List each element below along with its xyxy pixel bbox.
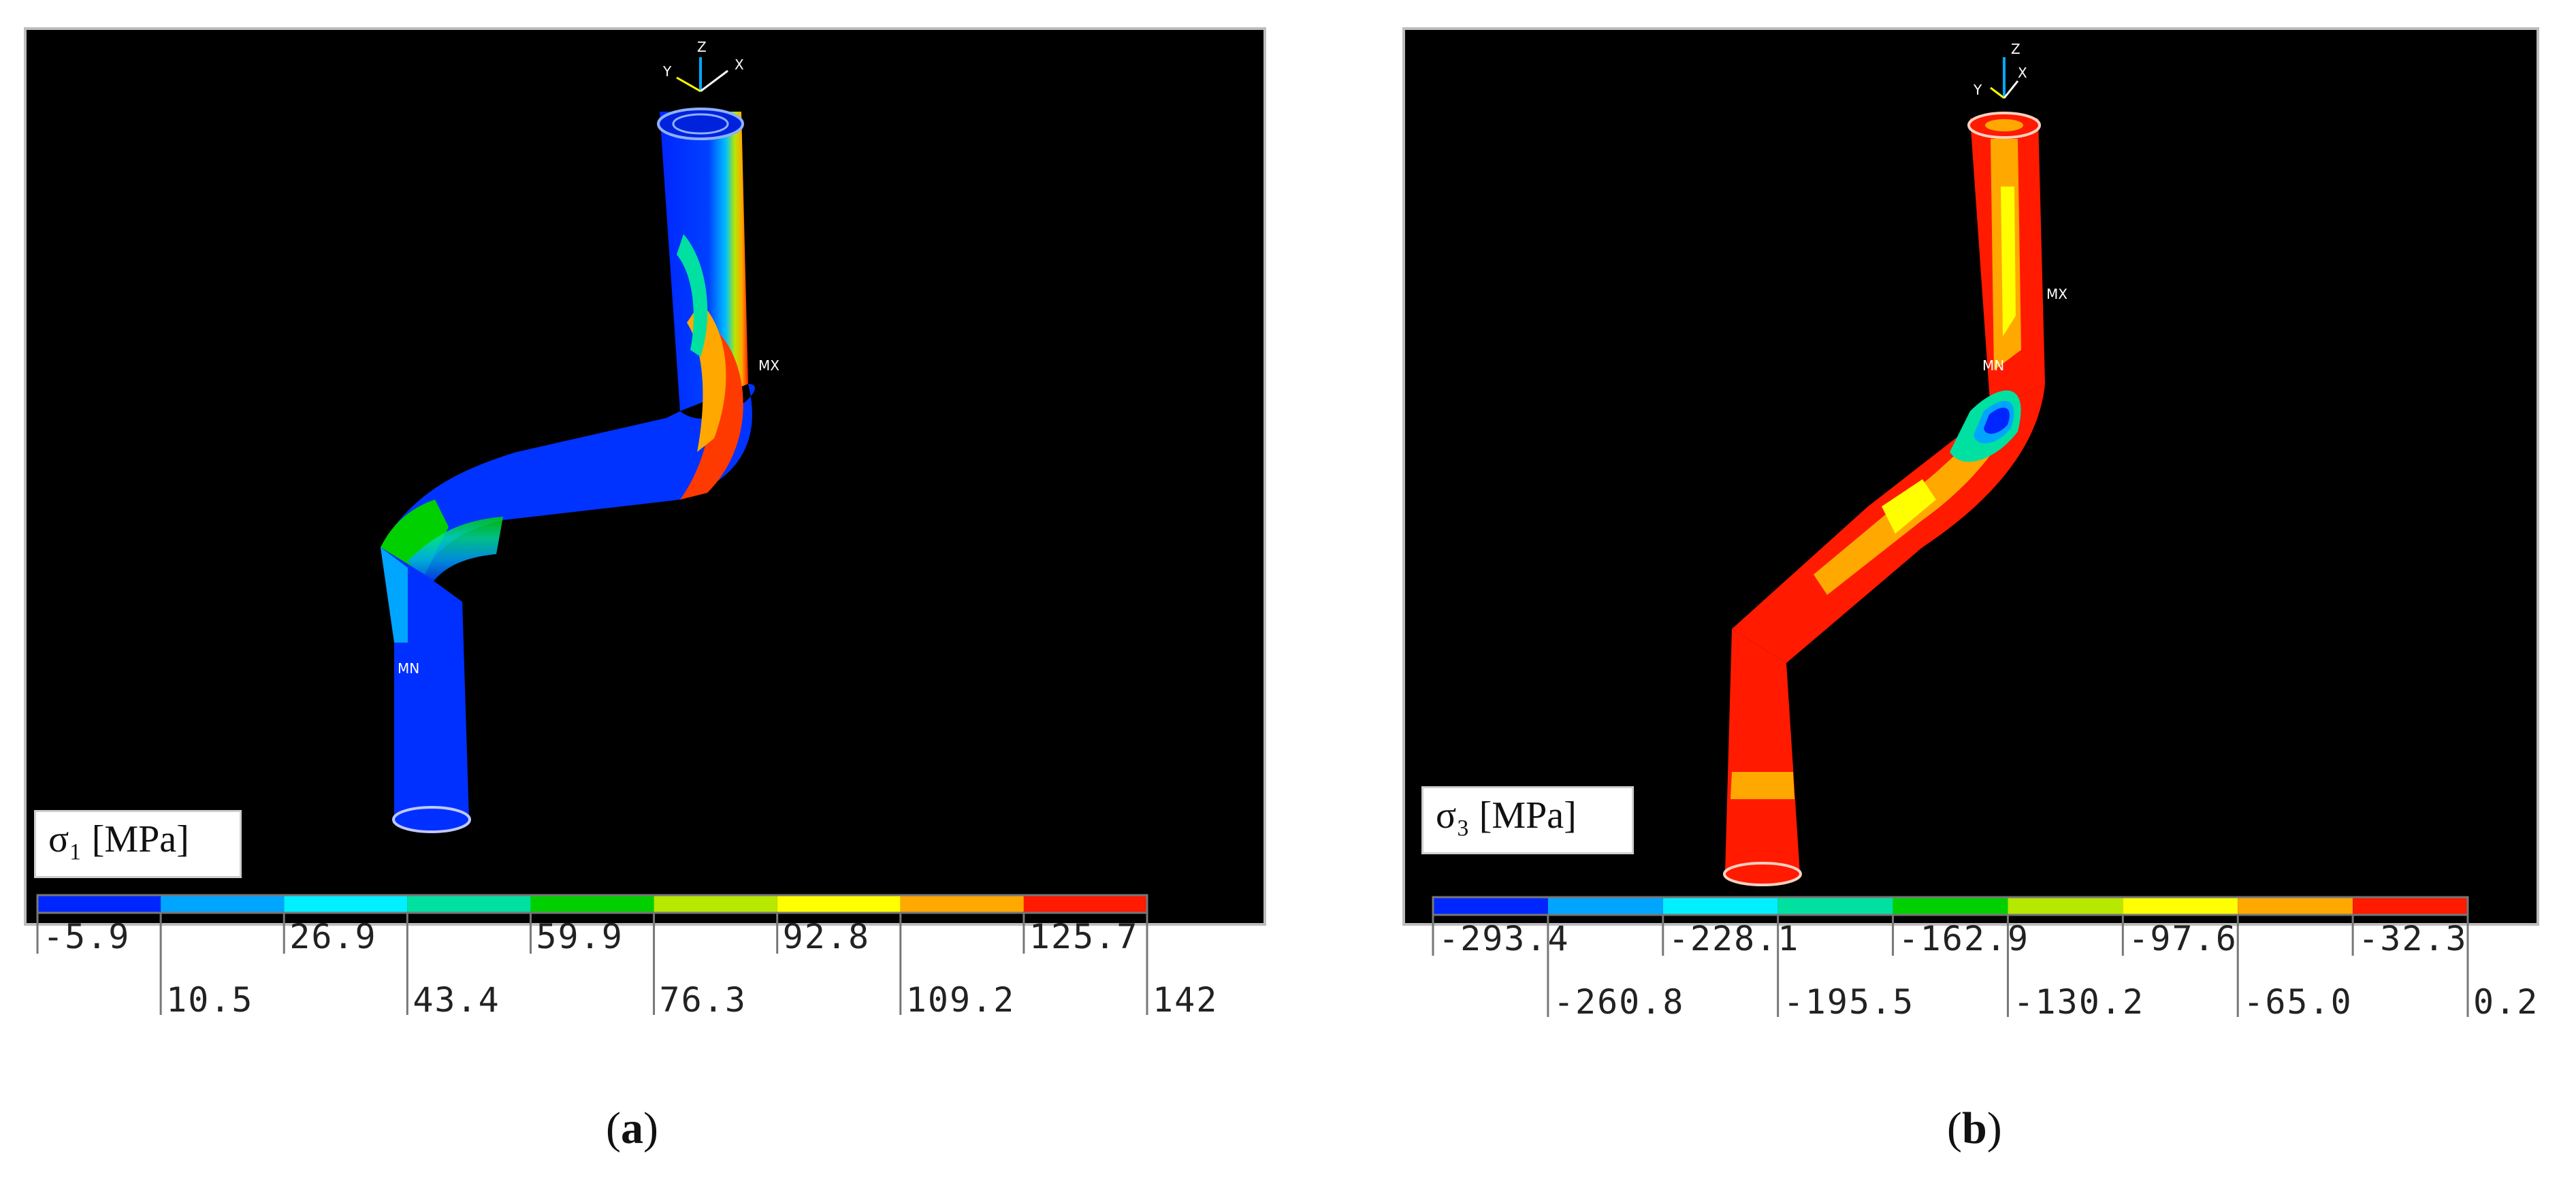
scale-frame (1432, 896, 2469, 916)
min-marker-b: MN (1982, 357, 2004, 374)
axis-triad-a: Y Z X (662, 39, 744, 93)
scale-tick-label: 59.9 (536, 917, 623, 956)
scale-tick-label: 92.8 (783, 917, 870, 956)
scale-tick-label: -162.9 (1899, 919, 2030, 958)
scale-band-3 (1777, 897, 1893, 915)
scale-tick-label: -260.8 (1553, 982, 1685, 1022)
scale-band-4 (1893, 897, 2008, 915)
pipe-top-end (657, 108, 744, 140)
scale-band-1 (1547, 897, 1663, 915)
pipe-bottom-end (1723, 862, 1802, 886)
pipe-stress-plot-b: Y Z X MX MN (1723, 41, 2067, 886)
legend-title-a: σ₁ [MPa] (34, 810, 242, 878)
scale-tick-label: 0.2 (2473, 982, 2539, 1022)
scale-tick-label: 43.4 (413, 980, 500, 1020)
scale-band-6 (2123, 897, 2238, 915)
legend-title-b: σ₃ [MPa] (1421, 786, 1634, 854)
svg-text:X: X (735, 56, 744, 73)
scale-band-5 (654, 895, 777, 913)
scale-tick-label: -32.3 (2358, 919, 2468, 958)
scale-tick-label: 10.5 (166, 980, 253, 1020)
min-marker-a: MN (398, 660, 419, 677)
caption-a: (a) (606, 1103, 658, 1153)
pipe-bottom-end (392, 806, 471, 833)
scale-tick-label: -65.0 (2243, 982, 2353, 1022)
scale-tick-label: -195.5 (1784, 982, 1915, 1022)
scale-tick-label: -228.1 (1669, 919, 1800, 958)
pipe-upper-segment (660, 112, 748, 411)
scale-band-0 (1433, 897, 1548, 915)
svg-text:Z: Z (2011, 41, 2020, 57)
scale-tick-label: 125.7 (1029, 917, 1139, 956)
fea-viewport-a: Y Z X MX MN (24, 27, 1266, 926)
svg-text:Y: Y (662, 63, 672, 80)
scale-tick-label: 109.2 (906, 980, 1016, 1020)
scale-band-0 (37, 895, 161, 913)
scale-band-5 (2008, 897, 2123, 915)
max-marker-b: MX (2046, 286, 2067, 302)
scale-band-2 (284, 895, 408, 913)
scale-band-7 (900, 895, 1024, 913)
scale-band-8 (2353, 897, 2468, 915)
axis-triad-b: Y Z X (1973, 41, 2027, 99)
fea-viewport-b: Y Z X MX MN (1402, 27, 2539, 926)
scale-tick-label: -293.4 (1438, 919, 1570, 958)
scale-band-3 (407, 895, 531, 913)
scale-band-7 (2238, 897, 2353, 915)
scale-band-4 (530, 895, 654, 913)
scale-band-8 (1023, 895, 1147, 913)
scale-tick-label: -5.9 (43, 917, 130, 956)
scale-tick-label: 142 (1153, 980, 1218, 1020)
svg-text:Z: Z (697, 39, 707, 55)
scale-tick-label: 26.9 (289, 917, 376, 956)
pipe-lower-segment (1725, 629, 1800, 874)
svg-text:X: X (2018, 65, 2027, 81)
scale-frame (36, 894, 1148, 914)
scale-band-6 (777, 895, 901, 913)
scale-tick-label: -97.6 (2128, 919, 2238, 958)
svg-text:Y: Y (1973, 82, 1982, 98)
scale-tick-label: 76.3 (660, 980, 747, 1020)
pipe-stress-plot-a: Y Z X MX MN (381, 39, 779, 833)
scale-band-1 (161, 895, 285, 913)
scale-tick-label: -130.2 (2013, 982, 2144, 1022)
max-marker-a: MX (758, 357, 779, 374)
caption-b: (b) (1947, 1103, 2002, 1153)
scale-band-2 (1662, 897, 1778, 915)
